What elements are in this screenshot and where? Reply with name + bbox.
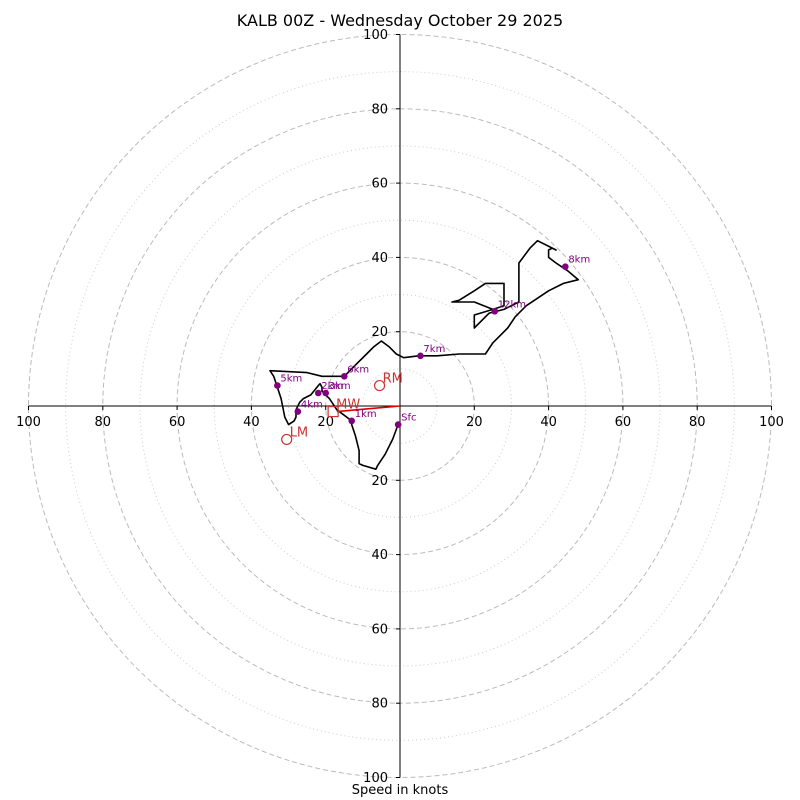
storm-motion-mw-label: MW (336, 398, 360, 413)
storm-motion-rm-marker (373, 379, 386, 392)
hodograph-line (269, 239, 580, 471)
x-tick-label: 40 (243, 415, 260, 430)
y-tick-label: 80 (371, 102, 388, 117)
y-tick-label: 60 (371, 177, 388, 192)
y-tick-label: 100 (363, 771, 388, 786)
x-tick-label: 80 (689, 415, 706, 430)
storm-motion-lm-label: LM (290, 425, 308, 440)
height-marker-point (314, 389, 322, 397)
height-marker-point (340, 372, 348, 380)
x-tick-label: 20 (317, 415, 334, 430)
storm-motion-mw-marker (327, 405, 339, 418)
height-marker-point (562, 263, 569, 270)
y-tick-label: 40 (371, 251, 388, 266)
height-marker-point (294, 408, 302, 415)
height-marker-label: 8km (568, 255, 590, 266)
x-axis-label: Speed in knots (351, 783, 449, 798)
height-marker-label: 5km (280, 374, 302, 385)
y-tick-label: 20 (371, 474, 388, 489)
y-tick-label: 100 (363, 28, 388, 43)
height-marker-label: 12km (498, 299, 526, 310)
height-marker-label: 2km (321, 381, 343, 392)
height-marker-point (394, 421, 402, 428)
height-marker-label: 3km (329, 381, 351, 392)
storm-motion-rm-label: RM (383, 372, 403, 387)
y-tick-label: 60 (371, 622, 388, 637)
tick-labels: 100 80 60 40 20 20 40 60 80 100 100 80 60 40 20 20 40 60 8… (16, 28, 784, 786)
height-marker-point (322, 389, 330, 397)
storm-motion-lm-marker (281, 433, 293, 446)
storm-motion-markers: RM LM MW (281, 372, 403, 446)
chart-title: KALB 00Z - Wednesday October 29 2025 (236, 11, 564, 30)
x-tick-label: 100 (16, 415, 41, 430)
y-tick-label: 40 (371, 548, 388, 563)
x-tick-label: 80 (95, 415, 112, 430)
height-marker-label: Sfc (401, 413, 416, 424)
height-marker-label: 1km (355, 409, 377, 420)
series-lines (269, 239, 580, 471)
height-marker-point (491, 307, 499, 315)
x-tick-label: 40 (540, 415, 557, 430)
y-tick-label: 20 (371, 325, 388, 340)
x-tick-label: 60 (169, 415, 186, 430)
mean-wind-line (336, 405, 401, 413)
height-marker-point (274, 382, 281, 389)
height-marker-label: 6km (347, 364, 369, 375)
x-tick-label: 100 (759, 415, 784, 430)
x-tick-label: 20 (466, 415, 483, 430)
height-marker-label: 7km (423, 344, 445, 355)
height-marker-point (348, 417, 356, 425)
x-tick-label: 60 (615, 415, 632, 430)
height-marker-point (417, 352, 424, 360)
height-marker-label: 4km (301, 400, 323, 411)
y-tick-label: 80 (371, 697, 388, 712)
